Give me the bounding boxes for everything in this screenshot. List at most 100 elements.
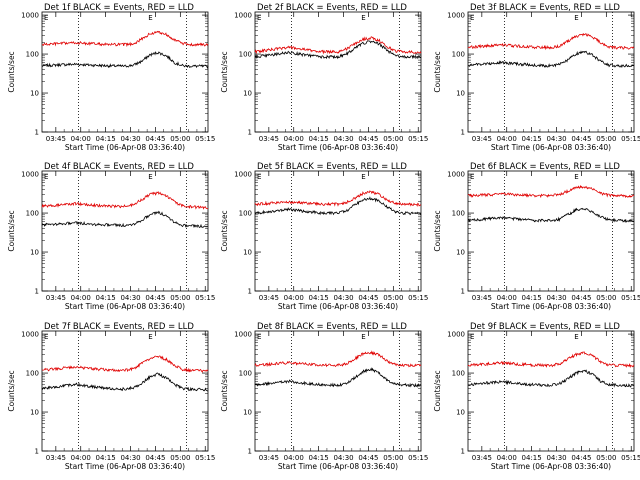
y-tick-label: 100 bbox=[452, 370, 465, 378]
x-tick-label: 04:30 bbox=[546, 454, 566, 462]
x-tick-label: 04:00 bbox=[497, 454, 517, 462]
x-tick-label: 05:00 bbox=[383, 454, 403, 462]
y-tick-label: 1 bbox=[461, 448, 465, 456]
x-tick-label: 03:45 bbox=[472, 294, 492, 302]
x-tick-label: 05:00 bbox=[596, 135, 616, 143]
y-tick-label: 10 bbox=[243, 90, 252, 98]
corner-mark-left: E bbox=[470, 333, 474, 341]
axes-frame bbox=[467, 170, 635, 292]
corner-mark-left: E bbox=[44, 173, 48, 181]
corner-mark-left: E bbox=[257, 333, 261, 341]
x-axis-label: Start Time (06-Apr-08 03:36:40) bbox=[278, 462, 398, 471]
x-tick-label: 04:00 bbox=[71, 294, 91, 302]
x-tick-label: 04:15 bbox=[522, 294, 542, 302]
panel-title: Det 8f BLACK = Events, RED = LLD bbox=[257, 322, 407, 332]
x-tick-label: 04:45 bbox=[571, 454, 591, 462]
series-lld bbox=[41, 30, 209, 48]
x-tick-label: 04:45 bbox=[358, 294, 378, 302]
x-tick-label: 05:15 bbox=[621, 454, 640, 462]
corner-mark-right: E bbox=[361, 14, 365, 22]
y-tick-label: 1000 bbox=[447, 171, 465, 179]
x-tick-label: 03:45 bbox=[46, 294, 66, 302]
x-tick-label: 04:30 bbox=[333, 294, 353, 302]
x-tick-label: 04:15 bbox=[96, 135, 116, 143]
x-tick-label: 05:00 bbox=[170, 135, 190, 143]
panel-title: Det 2f BLACK = Events, RED = LLD bbox=[257, 3, 407, 13]
x-tick-label: 03:45 bbox=[46, 454, 66, 462]
panel-title: Det 4f BLACK = Events, RED = LLD bbox=[44, 162, 194, 172]
y-axis-label: Counts/sec bbox=[7, 370, 16, 411]
y-tick-label: 100 bbox=[26, 210, 39, 218]
x-tick-label: 05:15 bbox=[408, 454, 428, 462]
series-events bbox=[41, 372, 209, 392]
x-tick-label: 04:00 bbox=[284, 294, 304, 302]
series-lld bbox=[467, 33, 635, 51]
x-tick-label: 04:30 bbox=[546, 294, 566, 302]
x-tick-label: 04:45 bbox=[145, 454, 165, 462]
x-tick-label: 04:30 bbox=[120, 294, 140, 302]
y-tick-label: 10 bbox=[30, 409, 39, 417]
corner-mark-right: E bbox=[361, 173, 365, 181]
x-tick-label: 03:45 bbox=[472, 135, 492, 143]
series-lld bbox=[467, 351, 635, 369]
x-tick-label: 04:15 bbox=[522, 135, 542, 143]
x-tick-label: 03:45 bbox=[46, 135, 66, 143]
x-tick-label: 05:15 bbox=[408, 135, 428, 143]
x-tick-label: 05:00 bbox=[596, 294, 616, 302]
x-tick-label: 04:45 bbox=[145, 135, 165, 143]
x-tick-label: 04:30 bbox=[120, 135, 140, 143]
axes-frame bbox=[254, 11, 422, 133]
x-tick-label: 05:00 bbox=[383, 294, 403, 302]
y-tick-label: 1000 bbox=[21, 171, 39, 179]
x-tick-label: 05:00 bbox=[596, 454, 616, 462]
y-axis-label: Counts/sec bbox=[7, 51, 16, 92]
axes-frame bbox=[41, 330, 209, 452]
y-tick-label: 1000 bbox=[234, 331, 252, 339]
y-axis-label: Counts/sec bbox=[433, 210, 442, 251]
x-tick-label: 04:15 bbox=[522, 454, 542, 462]
x-tick-label: 03:45 bbox=[259, 135, 279, 143]
y-tick-label: 10 bbox=[456, 90, 465, 98]
x-tick-label: 04:15 bbox=[96, 294, 116, 302]
y-tick-label: 100 bbox=[239, 370, 252, 378]
x-tick-label: 03:45 bbox=[259, 294, 279, 302]
x-tick-label: 04:00 bbox=[284, 454, 304, 462]
y-axis-label: Counts/sec bbox=[220, 210, 229, 251]
series-events bbox=[468, 207, 635, 224]
y-tick-label: 1 bbox=[248, 288, 252, 296]
series-lld bbox=[254, 350, 422, 368]
y-tick-label: 1000 bbox=[234, 12, 252, 20]
y-tick-label: 1000 bbox=[21, 12, 39, 20]
x-tick-label: 04:15 bbox=[309, 294, 329, 302]
corner-mark-left: E bbox=[44, 14, 48, 22]
y-axis-label: Counts/sec bbox=[7, 210, 16, 251]
x-tick-label: 04:45 bbox=[358, 454, 378, 462]
y-tick-label: 1 bbox=[461, 288, 465, 296]
corner-mark-right: E bbox=[574, 173, 578, 181]
corner-mark-left: E bbox=[257, 173, 261, 181]
y-axis-label: Counts/sec bbox=[220, 370, 229, 411]
series-lld bbox=[41, 191, 209, 210]
x-tick-label: 04:00 bbox=[497, 135, 517, 143]
corner-mark-right: E bbox=[148, 173, 152, 181]
x-tick-label: 04:00 bbox=[284, 135, 304, 143]
x-tick-label: 04:30 bbox=[120, 454, 140, 462]
x-tick-label: 03:45 bbox=[472, 454, 492, 462]
series-lld bbox=[254, 190, 422, 207]
x-tick-label: 05:00 bbox=[170, 294, 190, 302]
panel-title: Det 7f BLACK = Events, RED = LLD bbox=[44, 322, 194, 332]
x-tick-label: 04:45 bbox=[571, 135, 591, 143]
x-tick-label: 05:15 bbox=[195, 454, 215, 462]
panel-title: Det 9f BLACK = Events, RED = LLD bbox=[470, 322, 620, 332]
y-tick-label: 1000 bbox=[447, 331, 465, 339]
y-tick-label: 1 bbox=[35, 288, 39, 296]
x-tick-label: 04:00 bbox=[497, 294, 517, 302]
series-events bbox=[254, 367, 422, 388]
x-tick-label: 04:15 bbox=[96, 454, 116, 462]
y-tick-label: 10 bbox=[456, 409, 465, 417]
